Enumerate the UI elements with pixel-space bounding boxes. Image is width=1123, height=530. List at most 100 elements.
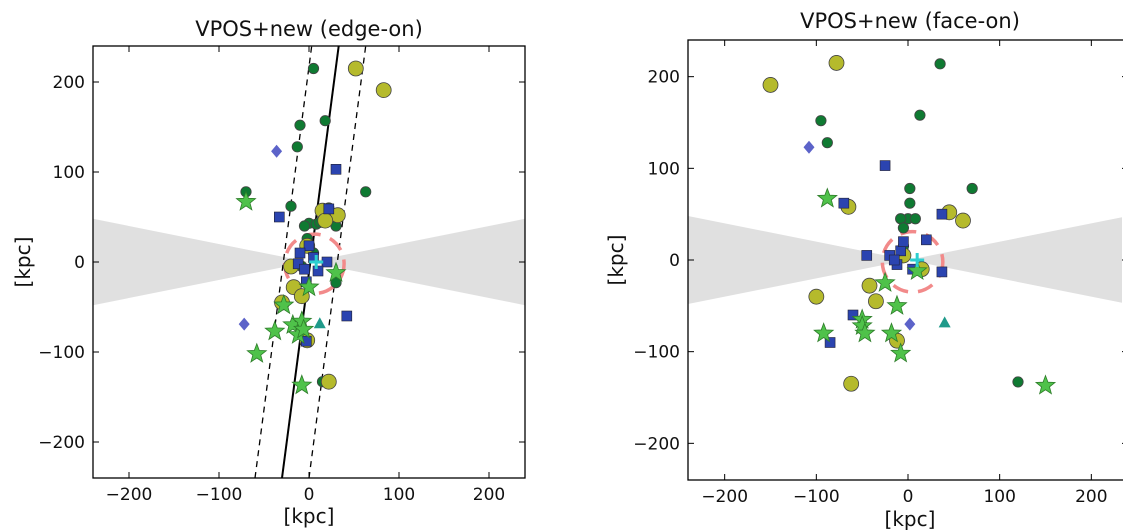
x-tick-label: 200 xyxy=(1075,487,1107,507)
triangle-point xyxy=(313,317,326,329)
y-tick-label: 0 xyxy=(669,251,680,271)
diamond-point xyxy=(271,144,283,158)
square-point xyxy=(294,247,306,259)
star-point xyxy=(273,294,295,315)
circle-point xyxy=(320,373,337,390)
square-point xyxy=(936,208,948,220)
square-point xyxy=(312,265,324,277)
obscuration-wedge-left xyxy=(688,216,908,304)
x-axis-label-edge-on: [kpc] xyxy=(284,504,335,528)
x-tick-label: −100 xyxy=(196,485,243,505)
circle-point xyxy=(285,200,297,212)
star-point xyxy=(293,318,315,339)
star-point xyxy=(246,342,268,363)
star-point xyxy=(874,271,896,292)
star-point xyxy=(886,294,908,315)
plot-area-face-on xyxy=(688,55,1122,395)
y-tick-label: 200 xyxy=(53,73,85,93)
plot-area-edge-on xyxy=(93,46,525,478)
y-tick-label: 100 xyxy=(53,163,85,183)
diamond-point xyxy=(904,317,916,331)
chart-edge-on: −200 −100 0 100 200 −200 −100 0 100 200 VPOS+new … xyxy=(11,17,526,528)
obscuration-wedge-left xyxy=(93,218,309,306)
star-point xyxy=(813,322,835,343)
star-point xyxy=(291,374,313,395)
square-point xyxy=(321,256,333,268)
ticks-edge-on: −200 −100 0 100 200 −200 −100 0 100 200 xyxy=(38,46,525,505)
circle-point xyxy=(319,115,331,127)
y-tick-label: 100 xyxy=(648,159,680,179)
x-tick-label: 0 xyxy=(304,485,315,505)
circle-point xyxy=(375,82,392,98)
circle-point xyxy=(317,212,334,229)
x-axis-label-face-on: [kpc] xyxy=(885,507,936,530)
square-point xyxy=(847,309,859,321)
star-point xyxy=(298,276,320,297)
circle-point xyxy=(934,58,946,70)
circle-point xyxy=(330,277,342,289)
star-point xyxy=(325,261,347,282)
circle-point xyxy=(360,186,372,198)
plus-point xyxy=(910,253,925,267)
square-point xyxy=(292,258,304,270)
circle-point xyxy=(897,222,910,234)
star-point xyxy=(890,342,912,363)
square-point xyxy=(936,266,948,278)
square-point xyxy=(299,263,310,275)
circle-point xyxy=(914,109,926,121)
circle-point xyxy=(307,62,320,75)
square-point xyxy=(323,203,335,215)
square-point xyxy=(838,197,850,209)
circle-point xyxy=(868,293,884,310)
square-point xyxy=(861,250,873,261)
circle-point xyxy=(861,277,878,294)
square-point xyxy=(330,164,342,175)
circle-point xyxy=(808,288,825,305)
square-point xyxy=(879,160,891,171)
circle-point xyxy=(762,77,779,93)
star-point xyxy=(880,322,903,343)
circle-point xyxy=(291,141,303,153)
circle-point xyxy=(294,119,306,131)
star-point xyxy=(816,187,838,208)
circle-point xyxy=(821,137,833,149)
x-tick-label: −200 xyxy=(106,485,153,505)
circle-point xyxy=(909,213,921,225)
x-tick-label: −100 xyxy=(793,487,840,507)
circle-point xyxy=(904,182,916,195)
circle-point xyxy=(828,55,845,71)
circle-point xyxy=(966,182,978,195)
square-point xyxy=(921,234,932,246)
chart-face-on: −200 −100 0 100 200 −200 −100 0 100 200 VPOS+new … xyxy=(604,9,1123,530)
y-tick-label: −200 xyxy=(38,433,85,453)
x-tick-label: 200 xyxy=(473,485,505,505)
chart-title-edge-on: VPOS+new (edge-on) xyxy=(195,17,423,41)
square-point xyxy=(895,245,906,257)
star-point xyxy=(854,322,876,343)
circle-point xyxy=(843,375,860,392)
circle-point xyxy=(298,220,311,232)
ticks-face-on: −200 −100 0 100 200 −200 −100 0 100 200 xyxy=(633,40,1123,507)
y-axis-label-face-on: [kpc] xyxy=(604,235,628,286)
circle-point xyxy=(1012,376,1024,388)
y-axis-label-edge-on: [kpc] xyxy=(11,237,35,288)
disk-ring xyxy=(880,229,945,294)
star-point xyxy=(906,259,928,281)
circle-point xyxy=(815,115,827,127)
obscuration-wedge-right xyxy=(309,218,525,306)
y-tick-label: −100 xyxy=(633,343,680,363)
square-point xyxy=(303,240,315,252)
square-point xyxy=(273,211,285,223)
star-point xyxy=(1034,374,1057,395)
diamond-point xyxy=(238,317,250,331)
square-point xyxy=(341,310,353,322)
plus-point xyxy=(309,255,324,269)
x-tick-label: 100 xyxy=(383,485,415,505)
circle-point xyxy=(904,197,916,209)
square-point xyxy=(888,254,900,266)
x-tick-label: 0 xyxy=(903,487,914,507)
star-point xyxy=(235,190,257,211)
y-tick-label: −200 xyxy=(633,434,680,454)
chart-title-face-on: VPOS+new (face-on) xyxy=(800,9,1020,33)
square-point xyxy=(898,236,909,247)
